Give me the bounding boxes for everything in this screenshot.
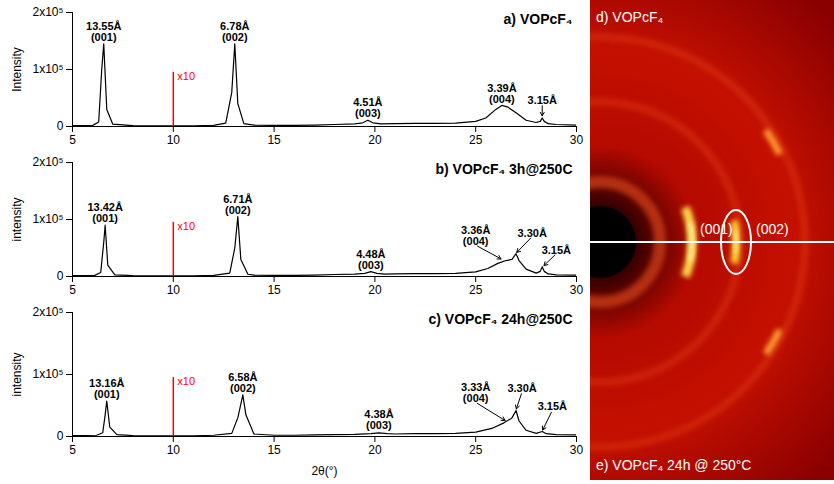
svg-text:3.36Å(004): 3.36Å(004) [461,224,490,247]
svg-text:15: 15 [267,443,281,457]
svg-text:10: 10 [167,133,181,147]
svg-text:20: 20 [368,133,382,147]
svg-text:x10: x10 [177,220,195,232]
svg-text:Intensity: Intensity [10,47,24,92]
svg-text:13.55Å(001): 13.55Å(001) [86,20,122,43]
svg-text:20: 20 [368,443,382,457]
svg-text:(001): (001) [700,221,733,237]
svg-text:6.58Å(002): 6.58Å(002) [228,371,257,394]
svg-text:(002): (002) [756,221,789,237]
svg-text:0: 0 [57,269,64,283]
svg-text:10: 10 [167,443,181,457]
svg-text:30: 30 [570,283,584,297]
svg-text:2θ(°): 2θ(°) [311,464,337,478]
svg-text:25: 25 [469,283,483,297]
svg-text:a) VOPcF₄: a) VOPcF₄ [504,11,573,27]
svg-text:x10: x10 [177,70,195,82]
svg-text:25: 25 [469,443,483,457]
svg-text:10: 10 [167,283,181,297]
svg-text:3.15Å: 3.15Å [528,94,557,106]
svg-text:30: 30 [570,133,584,147]
svg-text:3.15Å: 3.15Å [538,400,567,412]
svg-text:13.42Å(001): 13.42Å(001) [87,201,123,224]
svg-text:25: 25 [469,133,483,147]
svg-text:3.39Å(004): 3.39Å(004) [487,82,516,105]
svg-text:b) VOPcF₄ 3h@250C: b) VOPcF₄ 3h@250C [435,161,572,177]
svg-text:5: 5 [69,283,76,297]
svg-text:3.30Å: 3.30Å [517,227,546,239]
svg-text:15: 15 [267,283,281,297]
svg-text:2x10⁵: 2x10⁵ [33,5,64,19]
svg-text:e) VOPcF₄ 24h @ 250°C: e) VOPcF₄ 24h @ 250°C [596,457,751,473]
svg-text:4.48Å(003): 4.48Å(003) [356,248,385,271]
svg-text:5: 5 [69,443,76,457]
svg-text:0: 0 [57,119,64,133]
svg-text:2x10⁵: 2x10⁵ [33,155,64,169]
svg-text:1x10⁵: 1x10⁵ [33,62,64,76]
svg-text:0: 0 [57,429,64,443]
svg-text:20: 20 [368,283,382,297]
svg-text:intensity: intensity [10,197,24,241]
svg-text:4.38Å(003): 4.38Å(003) [364,408,393,431]
svg-text:15: 15 [267,133,281,147]
svg-text:6.78Å(002): 6.78Å(002) [220,20,249,43]
svg-text:2x10⁵: 2x10⁵ [33,305,64,319]
svg-text:3.15Å: 3.15Å [542,244,571,256]
svg-text:d) VOPcF₄: d) VOPcF₄ [596,9,663,25]
svg-text:30: 30 [570,443,584,457]
svg-text:x10: x10 [177,375,195,387]
svg-text:5: 5 [69,133,76,147]
svg-text:1x10⁵: 1x10⁵ [33,367,64,381]
svg-text:3.33Å(004): 3.33Å(004) [461,381,490,404]
svg-text:6.71Å(002): 6.71Å(002) [223,193,252,216]
svg-text:3.30Å: 3.30Å [507,382,536,394]
svg-text:c) VOPcF₄ 24h@250C: c) VOPcF₄ 24h@250C [428,311,572,327]
svg-text:1x10⁵: 1x10⁵ [33,212,64,226]
svg-text:intensity: intensity [10,352,24,396]
svg-text:13.16Å(001): 13.16Å(001) [89,377,125,400]
svg-text:4.51Å(003): 4.51Å(003) [353,96,382,119]
